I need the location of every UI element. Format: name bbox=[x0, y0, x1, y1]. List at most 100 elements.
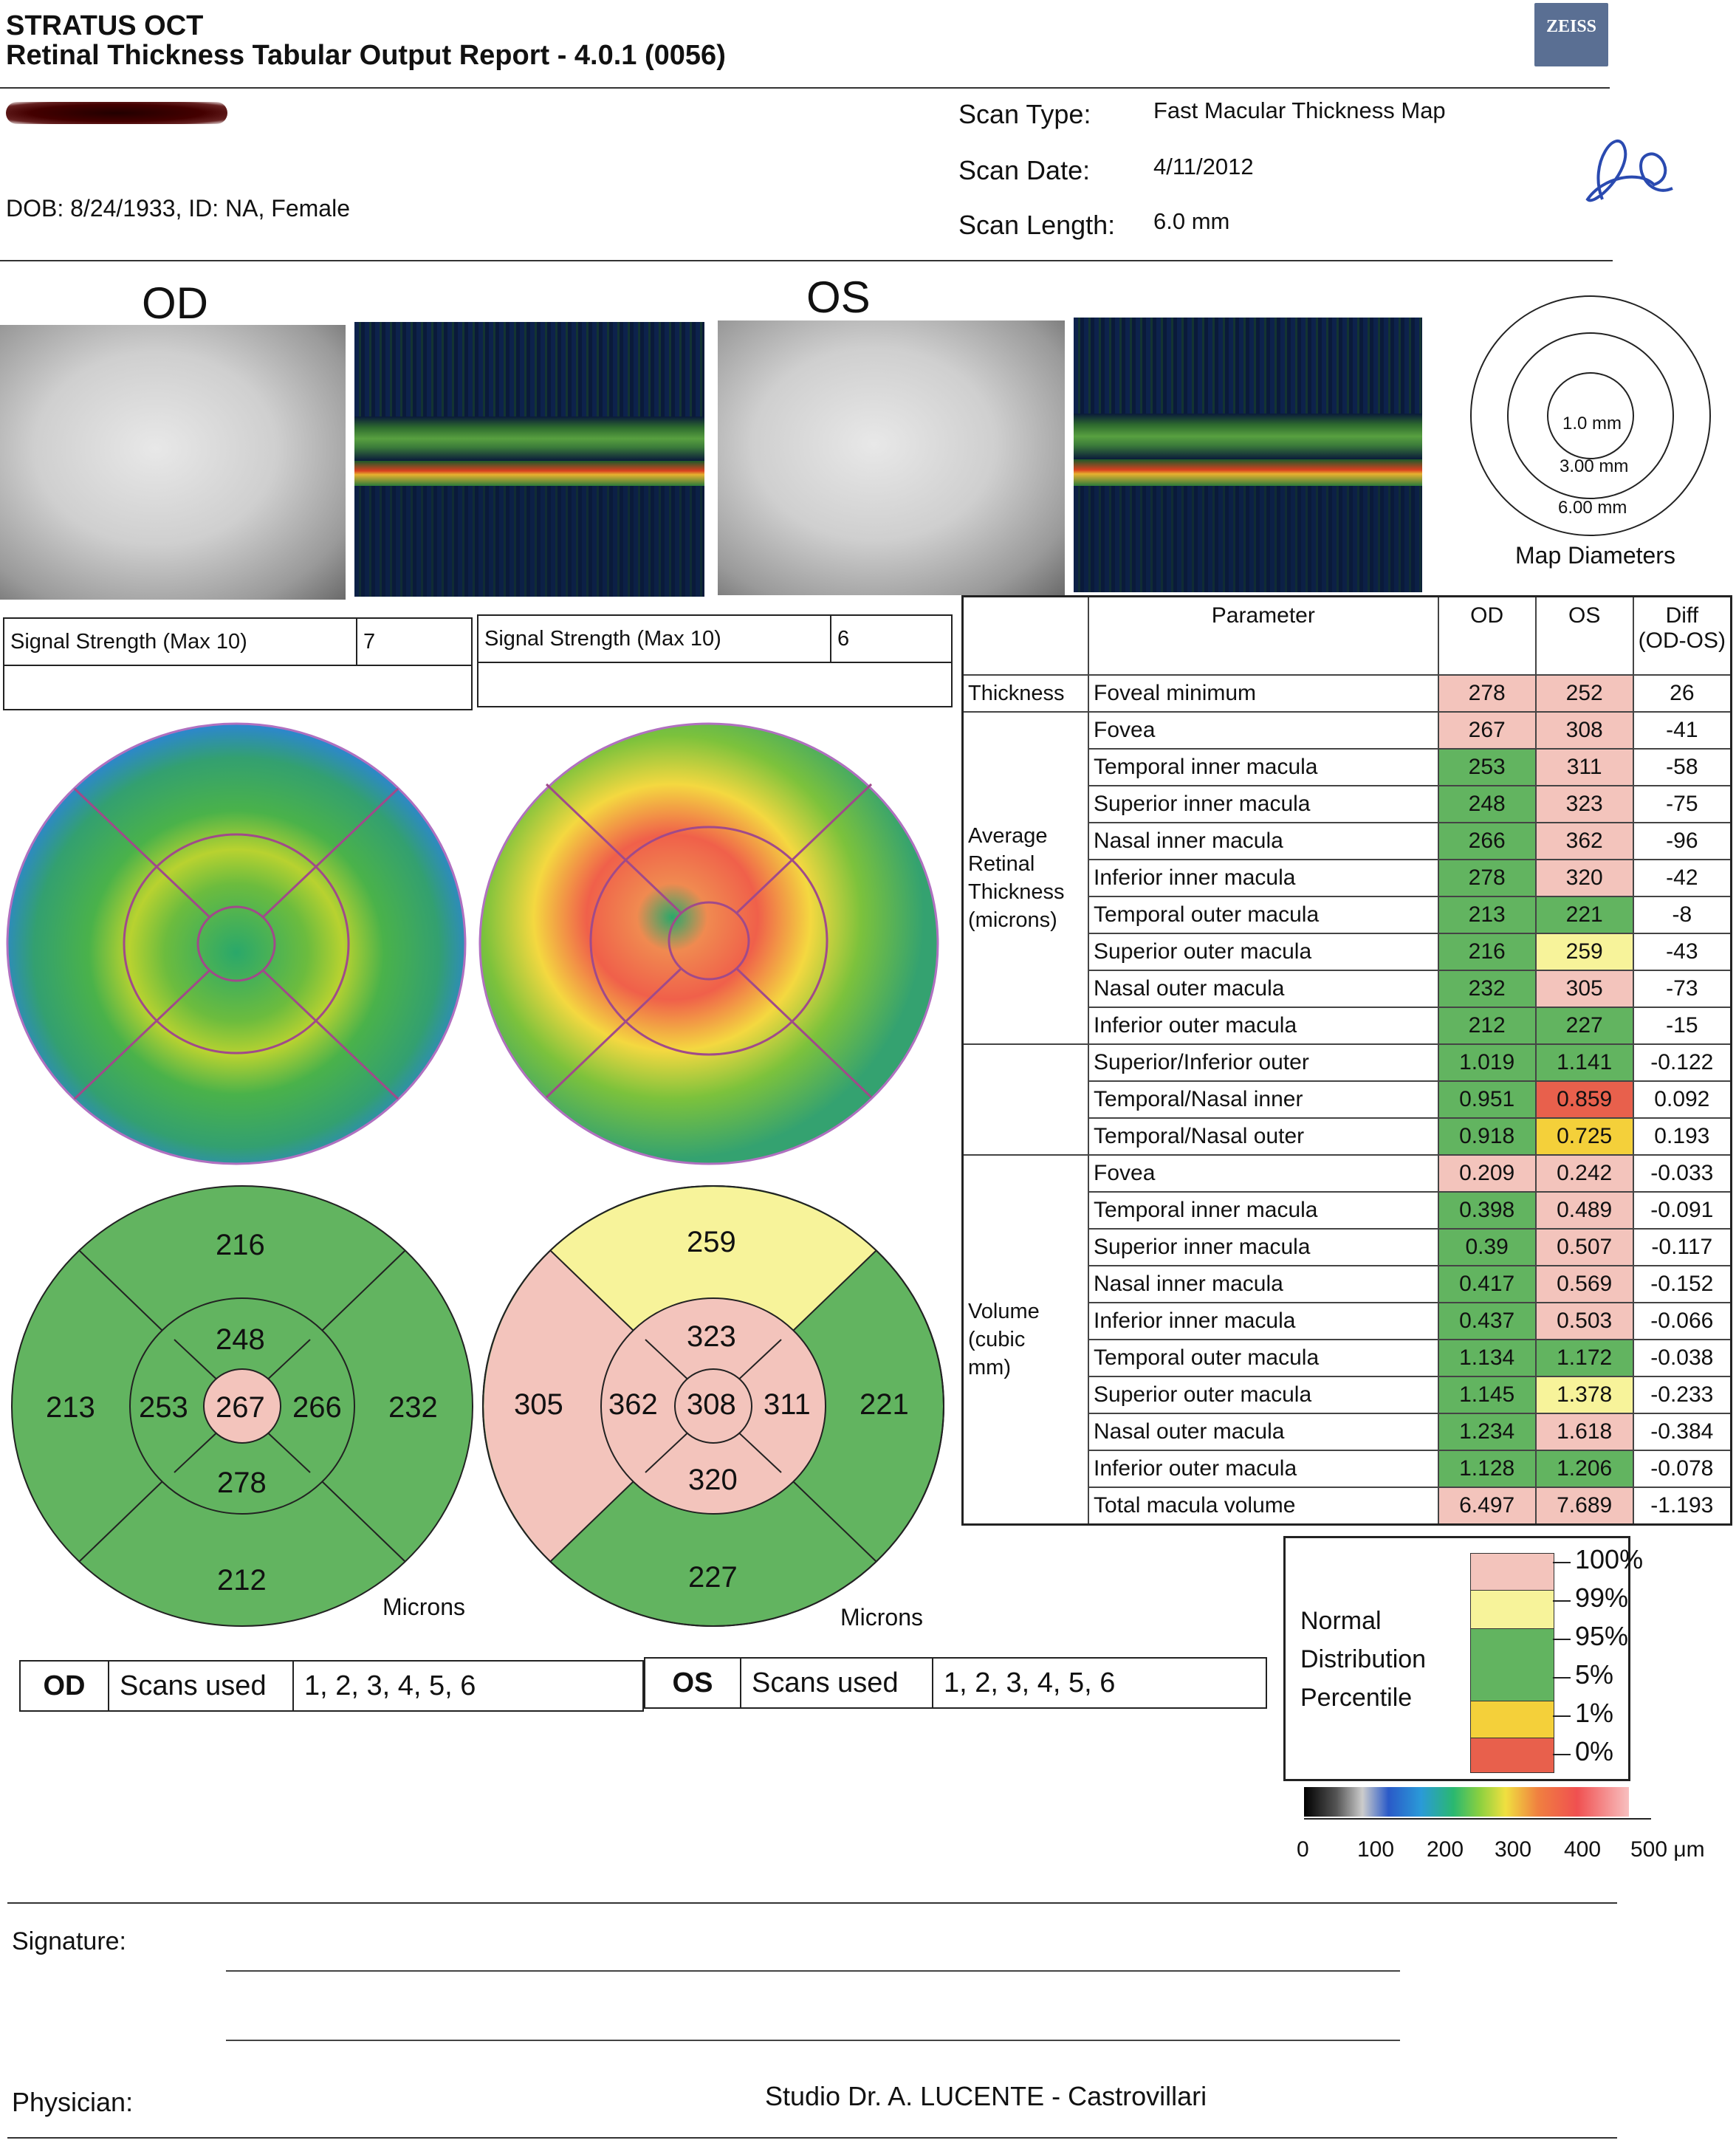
diff-header-label: Diff bbox=[1665, 603, 1699, 628]
diff-value-cell: 0.193 bbox=[1632, 1117, 1732, 1156]
table-row: Nasal outer macula 232 305 -73 bbox=[963, 970, 1732, 1008]
os-value-cell: 323 bbox=[1534, 785, 1634, 823]
legend-95: 95% bbox=[1575, 1621, 1629, 1651]
patient-dob: DOB: 8/24/1933, ID: NA, Female bbox=[6, 195, 350, 222]
parameter-cell: Foveal minimum bbox=[1088, 674, 1439, 713]
group-label-line: (cubic bbox=[968, 1328, 1026, 1351]
table-header-row: Parameter OD OS Diff (OD-OS) bbox=[961, 595, 1732, 676]
od-thickness-map bbox=[6, 722, 467, 1165]
od-value-cell: 0.437 bbox=[1437, 1302, 1537, 1340]
od-temporal-inner: 253 bbox=[139, 1391, 188, 1424]
scan-length-label: Scan Length: bbox=[958, 210, 1116, 240]
normal-distribution-legend: Normal Distribution Percentile 100% 99% … bbox=[1283, 1536, 1643, 1781]
table-row: Temporal outer macula 1.134 1.172 -0.038 bbox=[963, 1339, 1732, 1377]
os-value-cell: 227 bbox=[1534, 1007, 1634, 1045]
group-label-line: mm) bbox=[968, 1356, 1011, 1379]
od-scans-label: Scans used bbox=[108, 1660, 294, 1712]
od-scans-used: OD Scans used 1, 2, 3, 4, 5, 6 bbox=[19, 1660, 644, 1712]
diff-value-cell: -42 bbox=[1632, 859, 1732, 897]
legend-100: 100% bbox=[1575, 1544, 1644, 1574]
table-row: Superior inner macula 248 323 -75 bbox=[963, 785, 1732, 823]
table-row: Superior outer macula 1.145 1.378 -0.233 bbox=[963, 1376, 1732, 1414]
zeiss-logo: ZEISS bbox=[1534, 3, 1608, 66]
od-value-cell: 267 bbox=[1437, 711, 1537, 750]
od-inferior-inner: 278 bbox=[217, 1467, 267, 1499]
diff-value-cell: -0.152 bbox=[1632, 1265, 1732, 1303]
diff-value-cell: -0.117 bbox=[1632, 1228, 1732, 1266]
table-row: Inferior outer macula 1.128 1.206 -0.078 bbox=[963, 1450, 1732, 1488]
od-nasal-inner: 266 bbox=[292, 1391, 342, 1424]
diff-value-cell: -43 bbox=[1632, 933, 1732, 971]
table-row: Superior/Inferior outer 1.019 1.141 -0.122 bbox=[961, 1043, 1732, 1156]
od-value-cell: 248 bbox=[1437, 785, 1537, 823]
legend-swatch-green bbox=[1470, 1628, 1554, 1702]
parameter-cell: Nasal inner macula bbox=[1088, 1265, 1439, 1303]
legend-title-line-3: Percentile bbox=[1300, 1684, 1413, 1712]
legend-title-line-1: Normal bbox=[1300, 1607, 1382, 1635]
os-header: OS bbox=[1534, 595, 1634, 676]
os-value-cell: 1.172 bbox=[1534, 1339, 1634, 1377]
diff-value-cell: -0.033 bbox=[1632, 1154, 1732, 1193]
od-superior-inner: 248 bbox=[216, 1323, 265, 1356]
os-value-cell: 0.725 bbox=[1534, 1117, 1634, 1156]
os-value-cell: 311 bbox=[1534, 748, 1634, 786]
table-row: Total macula volume 6.497 7.689 -1.193 bbox=[963, 1487, 1732, 1526]
od-scans-eye: OD bbox=[19, 1660, 109, 1712]
os-signal-value: 6 bbox=[830, 614, 953, 663]
od-inferior-outer: 212 bbox=[217, 1564, 267, 1597]
od-signal-value: 7 bbox=[356, 617, 473, 666]
os-value-cell: 305 bbox=[1534, 970, 1634, 1008]
od-temporal-outer: 213 bbox=[46, 1391, 95, 1424]
os-inferior-outer: 227 bbox=[688, 1561, 738, 1594]
od-fundus-image bbox=[0, 325, 346, 600]
diff-value-cell: -73 bbox=[1632, 970, 1732, 1008]
table-row: Average Retinal Thickness (microns) Fovea 267… bbox=[961, 711, 1732, 1045]
od-signal-strength: Signal Strength (Max 10) 7 bbox=[3, 617, 473, 710]
scan-date-value: 4/11/2012 bbox=[1153, 154, 1254, 179]
parameter-cell: Total macula volume bbox=[1088, 1487, 1439, 1526]
signature-line bbox=[226, 1970, 1400, 1972]
od-scans-value: 1, 2, 3, 4, 5, 6 bbox=[292, 1660, 644, 1712]
od-value-cell: 1.019 bbox=[1437, 1043, 1537, 1082]
diff-value-cell: -0.233 bbox=[1632, 1376, 1732, 1414]
od-signal-blank bbox=[3, 665, 473, 710]
colorbar-tick-0: 0 bbox=[1297, 1837, 1309, 1862]
od-label: OD bbox=[142, 278, 208, 328]
colorbar-tick-400: 400 bbox=[1564, 1837, 1602, 1862]
os-inferior-inner: 320 bbox=[688, 1464, 738, 1496]
table-row: Superior outer macula 216 259 -43 bbox=[963, 933, 1732, 971]
report-subtitle: Retinal Thickness Tabular Output Report … bbox=[6, 40, 726, 71]
diff-value-cell: -15 bbox=[1632, 1007, 1732, 1045]
divider bbox=[7, 2137, 1617, 2139]
legend-swatch-pink bbox=[1470, 1553, 1554, 1591]
parameter-table: Parameter OD OS Diff (OD-OS) Thickness Fov… bbox=[961, 595, 1732, 1526]
signature-label: Signature: bbox=[12, 1927, 126, 1955]
parameter-cell: Inferior outer macula bbox=[1088, 1450, 1439, 1488]
colorbar-tick-200: 200 bbox=[1427, 1837, 1464, 1862]
diff-value-cell: -0.078 bbox=[1632, 1450, 1732, 1488]
parameter-cell: Inferior inner macula bbox=[1088, 859, 1439, 897]
os-nasal-inner: 362 bbox=[608, 1388, 658, 1421]
legend-0: 0% bbox=[1575, 1736, 1614, 1766]
parameter-cell: Superior outer macula bbox=[1088, 1376, 1439, 1414]
diff-value-cell: -58 bbox=[1632, 748, 1732, 786]
od-value-cell: 0.951 bbox=[1437, 1080, 1537, 1119]
od-signal-label: Signal Strength (Max 10) bbox=[3, 617, 357, 666]
os-fundus-image bbox=[718, 320, 1065, 595]
os-signal-blank bbox=[477, 662, 953, 707]
diff-value-cell: -0.122 bbox=[1632, 1043, 1732, 1082]
diff-value-cell: -0.384 bbox=[1632, 1413, 1732, 1451]
os-signal-strength: Signal Strength (Max 10) 6 bbox=[477, 614, 953, 707]
od-value-cell: 0.918 bbox=[1437, 1117, 1537, 1156]
diameter-1mm: 1.0 mm bbox=[1562, 414, 1622, 433]
report-title: STRATUS OCT bbox=[6, 10, 204, 41]
handwritten-initials bbox=[1585, 140, 1673, 202]
divider bbox=[0, 260, 1613, 261]
group-label-line: Retinal bbox=[968, 852, 1035, 876]
colorbar-axis bbox=[1304, 1818, 1651, 1820]
group-average-thickness: Average Retinal Thickness (microns) bbox=[961, 711, 1089, 1045]
table-row: Temporal inner macula 253 311 -58 bbox=[963, 748, 1732, 786]
legend-title: Normal Distribution Percentile bbox=[1300, 1602, 1426, 1717]
os-value-cell: 7.689 bbox=[1534, 1487, 1634, 1526]
os-thickness-map bbox=[478, 722, 939, 1165]
